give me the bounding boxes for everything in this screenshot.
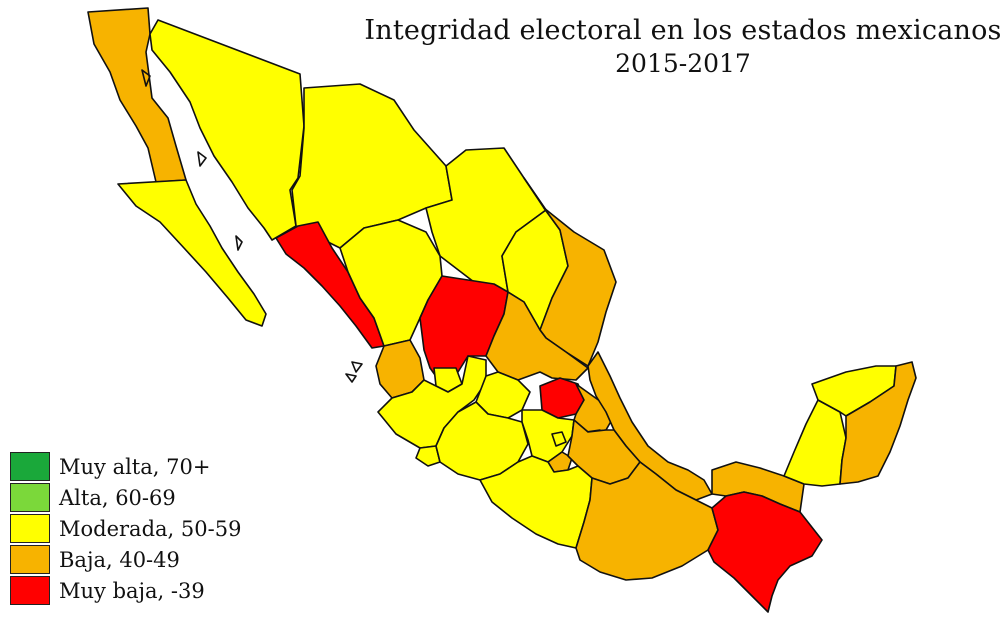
map-subtitle: 2015-2017 — [615, 49, 751, 78]
legend-swatch — [10, 576, 50, 605]
legend-swatch — [10, 514, 50, 543]
legend-label: Moderada, 50-59 — [59, 516, 242, 541]
region-tamaulipas — [539, 207, 617, 367]
region-veracruz — [587, 351, 713, 501]
legend-item-baja: Baja, 40-49 — [10, 544, 241, 575]
island-outline — [141, 69, 363, 383]
legend-label: Baja, 40-49 — [59, 547, 180, 572]
title-block: Integridad electoral en los estados mexi… — [360, 14, 1006, 80]
region-cdmx — [551, 431, 567, 447]
legend-label: Alta, 60-69 — [59, 485, 176, 510]
region-campeche — [783, 399, 847, 487]
region-quintana-roo — [839, 361, 917, 485]
legend-swatch — [10, 483, 50, 512]
map-title: Integridad electoral en los estados mexi… — [364, 15, 1002, 46]
region-baja-california-sur — [117, 179, 267, 327]
legend-label: Muy baja, -39 — [59, 578, 205, 603]
region-chiapas — [707, 491, 823, 613]
region-sonora — [149, 19, 305, 241]
legend-item-muy-alta: Muy alta, 70+ — [10, 451, 241, 482]
region-san-luis-potosi — [485, 291, 589, 381]
region-colima — [415, 445, 441, 467]
legend-item-moderada: Moderada, 50-59 — [10, 513, 241, 544]
legend-item-alta: Alta, 60-69 — [10, 482, 241, 513]
legend: Muy alta, 70+ Alta, 60-69 Moderada, 50-5… — [10, 451, 241, 606]
legend-item-muy-baja: Muy baja, -39 — [10, 575, 241, 606]
legend-swatch — [10, 545, 50, 574]
legend-label: Muy alta, 70+ — [59, 454, 211, 479]
legend-swatch — [10, 452, 50, 481]
